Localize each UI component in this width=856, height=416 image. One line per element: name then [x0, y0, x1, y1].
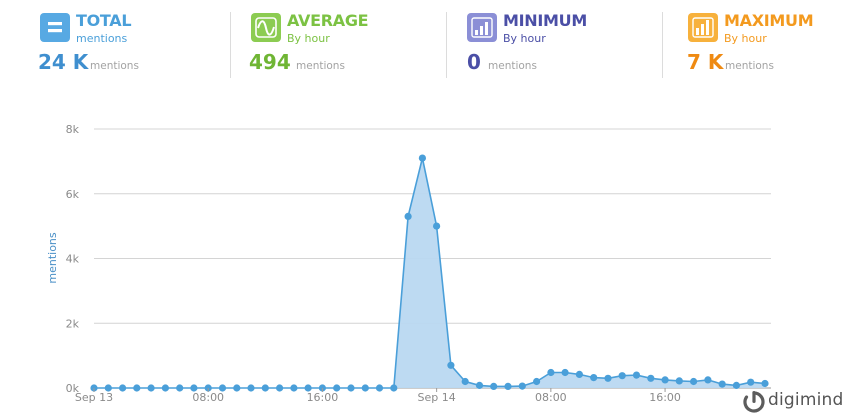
kpi-minimum-unit: mentions — [488, 60, 537, 72]
bars-down-icon — [467, 13, 497, 42]
data-point[interactable] — [575, 370, 584, 378]
kpi-maximum-subtitle: By hour — [724, 32, 767, 45]
data-point[interactable] — [375, 384, 384, 392]
brand: digimind — [742, 390, 852, 414]
chart-area — [94, 157, 766, 389]
data-point[interactable] — [490, 382, 498, 390]
data-point[interactable] — [261, 384, 269, 392]
data-point[interactable] — [761, 379, 769, 388]
bars-up-icon — [688, 13, 718, 42]
data-point[interactable] — [418, 154, 426, 162]
data-point[interactable] — [475, 381, 484, 389]
x-tick-label: 08:00 — [535, 391, 567, 404]
data-point[interactable] — [333, 384, 341, 392]
data-point[interactable] — [390, 384, 398, 392]
data-point[interactable] — [590, 374, 598, 382]
data-point[interactable] — [290, 384, 298, 392]
kpi-minimum-value: 0 — [467, 50, 481, 74]
data-point[interactable] — [533, 377, 541, 386]
data-point[interactable] — [161, 384, 169, 392]
kpi-maximum-unit: mentions — [725, 60, 774, 72]
data-point[interactable] — [176, 384, 184, 392]
data-point[interactable] — [361, 384, 369, 392]
area-fill — [94, 158, 765, 388]
brand-name: digimind — [768, 390, 844, 410]
kpi-average-unit: mentions — [296, 60, 345, 72]
kpi-maximum-title: MAXIMUM — [724, 11, 814, 30]
kpi-total: TOTAL mentions 24 K mentions — [38, 10, 220, 80]
kpi-divider — [446, 12, 447, 78]
chart-points — [90, 154, 769, 392]
data-point[interactable] — [547, 368, 555, 377]
data-point[interactable] — [747, 378, 755, 386]
data-point[interactable] — [133, 384, 141, 392]
data-point[interactable] — [233, 384, 241, 392]
data-point[interactable] — [190, 384, 198, 392]
data-point[interactable] — [632, 371, 641, 379]
equals-icon — [40, 13, 70, 42]
x-tick-label: 08:00 — [192, 391, 224, 404]
x-tick-label: 16:00 — [649, 391, 681, 404]
y-tick-label: 2k — [66, 317, 80, 330]
x-axis-ticks: Sep 13 08:00 16:00 Sep 14 08:00 16:00 — [75, 388, 681, 404]
kpi-average-subtitle: By hour — [287, 32, 330, 45]
data-point[interactable] — [247, 384, 255, 392]
kpi-total-value: 24 K — [38, 50, 89, 74]
digimind-logo-icon — [743, 391, 765, 413]
kpi-total-subtitle: mentions — [76, 32, 128, 45]
data-point[interactable] — [732, 381, 741, 389]
y-tick-label: 8k — [66, 123, 80, 136]
kpi-total-title: TOTAL — [76, 11, 132, 30]
data-point[interactable] — [675, 377, 683, 385]
data-point[interactable] — [661, 376, 669, 384]
x-tick-label: 16:00 — [307, 391, 339, 404]
x-tick-label: Sep 14 — [418, 391, 456, 404]
data-point[interactable] — [304, 384, 312, 392]
data-point[interactable] — [604, 374, 612, 382]
x-tick-label: Sep 13 — [75, 391, 113, 404]
data-point[interactable] — [718, 380, 726, 388]
y-axis-ticks: 0k 2k 4k 6k 8k — [66, 123, 80, 395]
data-point[interactable] — [704, 376, 712, 384]
kpi-average: AVERAGE By hour 494 mentions — [249, 10, 431, 80]
kpi-maximum-value: 7 K — [687, 50, 724, 74]
data-point[interactable] — [347, 384, 355, 392]
data-point[interactable] — [504, 382, 512, 390]
kpi-average-value: 494 — [249, 50, 291, 74]
kpi-maximum: MAXIMUM By hour 7 K mentions — [687, 10, 853, 80]
data-point[interactable] — [433, 222, 441, 230]
data-point[interactable] — [276, 384, 284, 392]
y-axis-label: mentions — [46, 232, 59, 284]
kpi-minimum-subtitle: By hour — [503, 32, 546, 45]
data-point[interactable] — [404, 212, 412, 220]
data-point[interactable] — [690, 377, 698, 386]
y-tick-label: 6k — [66, 188, 80, 201]
kpi-bar: TOTAL mentions 24 K mentions AVERAGE By … — [0, 0, 856, 90]
kpi-divider — [230, 12, 231, 78]
kpi-divider — [662, 12, 663, 78]
data-point[interactable] — [218, 384, 227, 392]
data-point[interactable] — [518, 382, 526, 390]
data-point[interactable] — [104, 384, 112, 392]
wave-icon — [251, 13, 281, 42]
kpi-total-unit: mentions — [90, 60, 139, 72]
data-point[interactable] — [119, 384, 127, 392]
kpi-minimum: MINIMUM By hour 0 mentions — [467, 10, 647, 80]
y-tick-label: 4k — [66, 253, 80, 266]
data-point[interactable] — [618, 372, 626, 380]
kpi-minimum-title: MINIMUM — [503, 11, 587, 30]
y-tick-label: 0k — [66, 382, 80, 395]
kpi-average-title: AVERAGE — [287, 11, 369, 30]
data-point[interactable] — [561, 368, 569, 377]
data-point[interactable] — [447, 361, 455, 369]
data-point[interactable] — [461, 377, 469, 386]
data-point[interactable] — [147, 384, 155, 392]
data-point[interactable] — [647, 374, 655, 382]
